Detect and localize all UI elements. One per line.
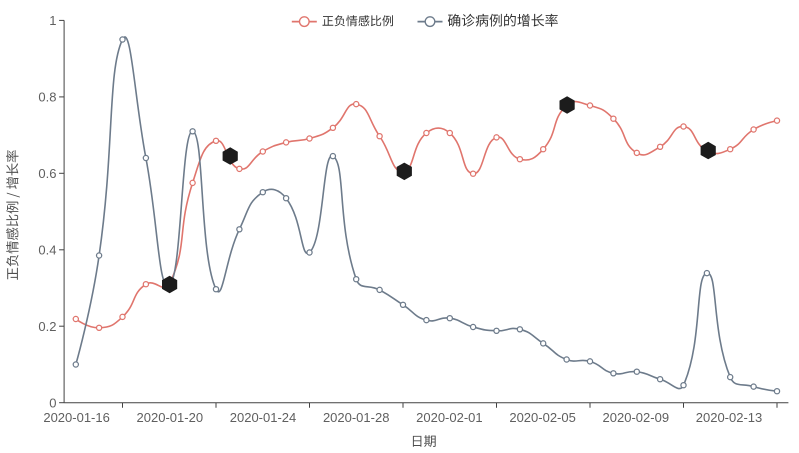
svg-text:0: 0 (49, 395, 56, 410)
svg-text:2020-01-28: 2020-01-28 (323, 410, 390, 425)
svg-text:2020-02-01: 2020-02-01 (416, 410, 483, 425)
svg-text:2020-02-05: 2020-02-05 (509, 410, 576, 425)
svg-text:2020-01-20: 2020-01-20 (137, 410, 204, 425)
svg-text:0.2: 0.2 (38, 319, 56, 334)
svg-text:0.6: 0.6 (38, 166, 56, 181)
svg-text:0.8: 0.8 (38, 90, 56, 105)
svg-text:2020-01-16: 2020-01-16 (43, 410, 110, 425)
svg-text:2020-01-24: 2020-01-24 (230, 410, 297, 425)
svg-text:2020-02-13: 2020-02-13 (696, 410, 763, 425)
svg-text:1: 1 (49, 13, 56, 28)
svg-text:0.4: 0.4 (38, 242, 56, 257)
svg-text:2020-02-09: 2020-02-09 (603, 410, 670, 425)
